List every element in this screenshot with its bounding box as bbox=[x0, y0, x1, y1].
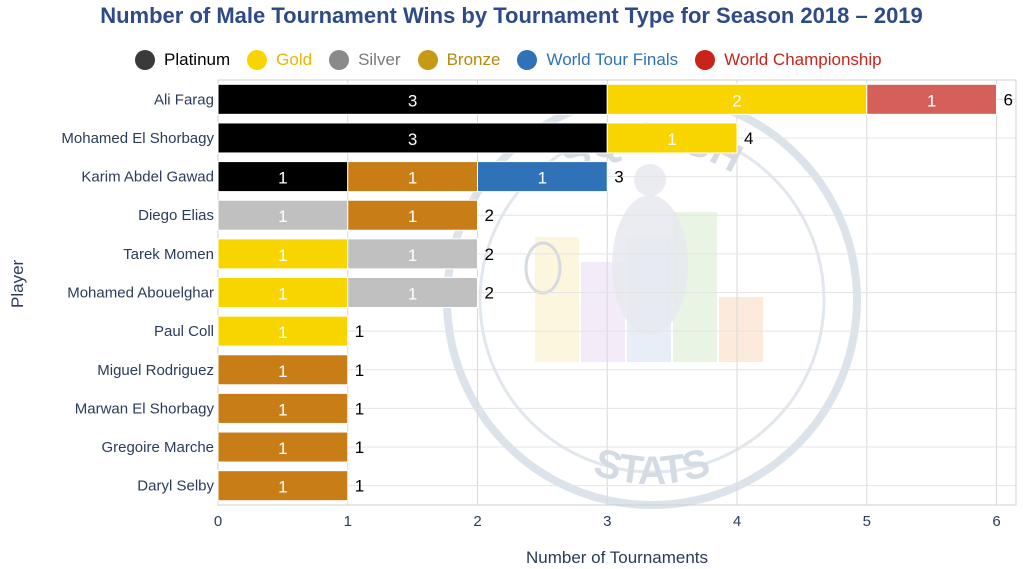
x-tick-label: 2 bbox=[473, 513, 481, 530]
legend-label: Bronze bbox=[446, 50, 501, 69]
category-label: Miguel Rodriguez bbox=[97, 362, 214, 379]
category-label: Paul Coll bbox=[154, 323, 214, 340]
bar-segment bbox=[347, 238, 479, 270]
legend-swatch bbox=[517, 50, 538, 70]
bar-total-label: 6 bbox=[1004, 90, 1013, 109]
bar-segment bbox=[606, 83, 868, 115]
bar-segment-label: 1 bbox=[408, 169, 417, 188]
category-label: Mohamed El Shorbagy bbox=[61, 130, 214, 147]
x-tick-label: 4 bbox=[733, 513, 741, 530]
bar-segment-label: 1 bbox=[278, 246, 287, 265]
legend-swatch bbox=[417, 50, 438, 70]
bar-segment bbox=[217, 470, 349, 502]
bar-segment-label: 3 bbox=[408, 130, 417, 149]
legend-swatch bbox=[695, 50, 716, 70]
legend-label: World Championship bbox=[724, 50, 882, 69]
x-tick-label: 3 bbox=[603, 513, 611, 530]
bar-segment bbox=[217, 431, 349, 463]
category-label: Karim Abdel Gawad bbox=[81, 169, 214, 186]
watermark-player-head bbox=[634, 164, 666, 196]
x-axis-title: Number of Tournaments bbox=[525, 548, 709, 567]
bar-total-label: 1 bbox=[355, 361, 364, 380]
category-label: Diego Elias bbox=[138, 207, 214, 224]
bar-total-label: 2 bbox=[485, 206, 494, 225]
bar-segment-label: 1 bbox=[927, 91, 936, 110]
legend-label: Platinum bbox=[164, 50, 231, 69]
bar-total-label: 1 bbox=[355, 399, 364, 418]
category-label: Marwan El Shorbagy bbox=[75, 400, 215, 417]
bar-segment bbox=[217, 122, 608, 154]
bar-segment bbox=[217, 277, 349, 308]
legend-swatch bbox=[247, 50, 268, 70]
bar-segment bbox=[477, 161, 608, 193]
bar-total-label: 1 bbox=[355, 477, 364, 496]
bar-segment bbox=[217, 238, 349, 270]
legend: Platinum Gold Silver Bronze World Tour Final… bbox=[135, 48, 899, 72]
bar-total-label: 1 bbox=[355, 322, 364, 341]
bar-segment-label: 1 bbox=[278, 169, 287, 188]
watermark-bar bbox=[719, 297, 763, 362]
bar-segment bbox=[347, 277, 479, 308]
x-tick-label: 5 bbox=[863, 513, 871, 530]
legend-item: Silver bbox=[329, 50, 401, 70]
bar-segment bbox=[217, 83, 608, 115]
bar-segment bbox=[217, 354, 349, 386]
legend-swatch bbox=[329, 50, 350, 70]
bar-total-label: 1 bbox=[355, 438, 364, 457]
bar-segment-label: 1 bbox=[408, 285, 417, 304]
legend-label: World Tour Finals bbox=[546, 50, 679, 69]
bar-total-label: 3 bbox=[614, 168, 623, 187]
bar-total-label: 2 bbox=[485, 245, 494, 264]
category-label: Ali Farag bbox=[154, 91, 214, 108]
category-label: Gregoire Marche bbox=[101, 439, 214, 456]
category-label: Daryl Selby bbox=[137, 478, 214, 495]
bar-segment-label: 1 bbox=[278, 323, 287, 342]
bar-segment bbox=[217, 199, 349, 231]
bar-total-label: 2 bbox=[485, 284, 494, 303]
chart-title: Number of Male Tournament Wins by Tourna… bbox=[100, 3, 923, 28]
bar-segment-label: 1 bbox=[278, 478, 287, 497]
category-label: Tarek Momen bbox=[123, 246, 214, 263]
legend-item: World Tour Finals bbox=[517, 50, 678, 70]
x-tick-label: 0 bbox=[214, 513, 222, 530]
watermark-text-bottom-path: STATS bbox=[590, 441, 715, 494]
category-label: Mohamed Abouelghar bbox=[67, 285, 214, 302]
legend-item: World Championship bbox=[695, 50, 882, 70]
bar-segment bbox=[866, 83, 998, 115]
bar-segment bbox=[606, 122, 738, 154]
bar-segment bbox=[217, 392, 349, 424]
bar-segment bbox=[217, 315, 349, 347]
watermark-text-bottom: STATS bbox=[590, 441, 715, 494]
legend-item: Gold bbox=[247, 50, 312, 70]
bar-segment-label: 1 bbox=[408, 246, 417, 265]
bar-total-label: 4 bbox=[744, 129, 753, 148]
bar-segment-label: 1 bbox=[667, 130, 676, 149]
watermark-player-silhouette bbox=[612, 195, 688, 335]
bar-segment-label: 3 bbox=[408, 91, 417, 110]
bar-segment bbox=[217, 161, 349, 193]
bar-segment-label: 2 bbox=[732, 91, 741, 110]
bar-segment-label: 1 bbox=[408, 207, 417, 226]
legend-label: Gold bbox=[276, 50, 313, 69]
bar-segment-label: 1 bbox=[538, 169, 547, 188]
legend-label: Silver bbox=[358, 50, 401, 69]
x-tick-label: 1 bbox=[344, 513, 352, 530]
bar-segment-label: 1 bbox=[278, 285, 287, 304]
legend-item: Bronze bbox=[417, 50, 501, 70]
bar-segment-label: 1 bbox=[278, 207, 287, 226]
bar-segment-label: 1 bbox=[278, 400, 287, 419]
legend-item: Platinum bbox=[135, 50, 230, 70]
legend-swatch bbox=[135, 50, 155, 70]
bar-segment-label: 1 bbox=[278, 362, 287, 381]
watermark-bar bbox=[535, 237, 579, 362]
x-tick-label: 6 bbox=[992, 513, 1000, 530]
bar-segment bbox=[347, 199, 479, 231]
bar-segment-label: 1 bbox=[278, 439, 287, 458]
